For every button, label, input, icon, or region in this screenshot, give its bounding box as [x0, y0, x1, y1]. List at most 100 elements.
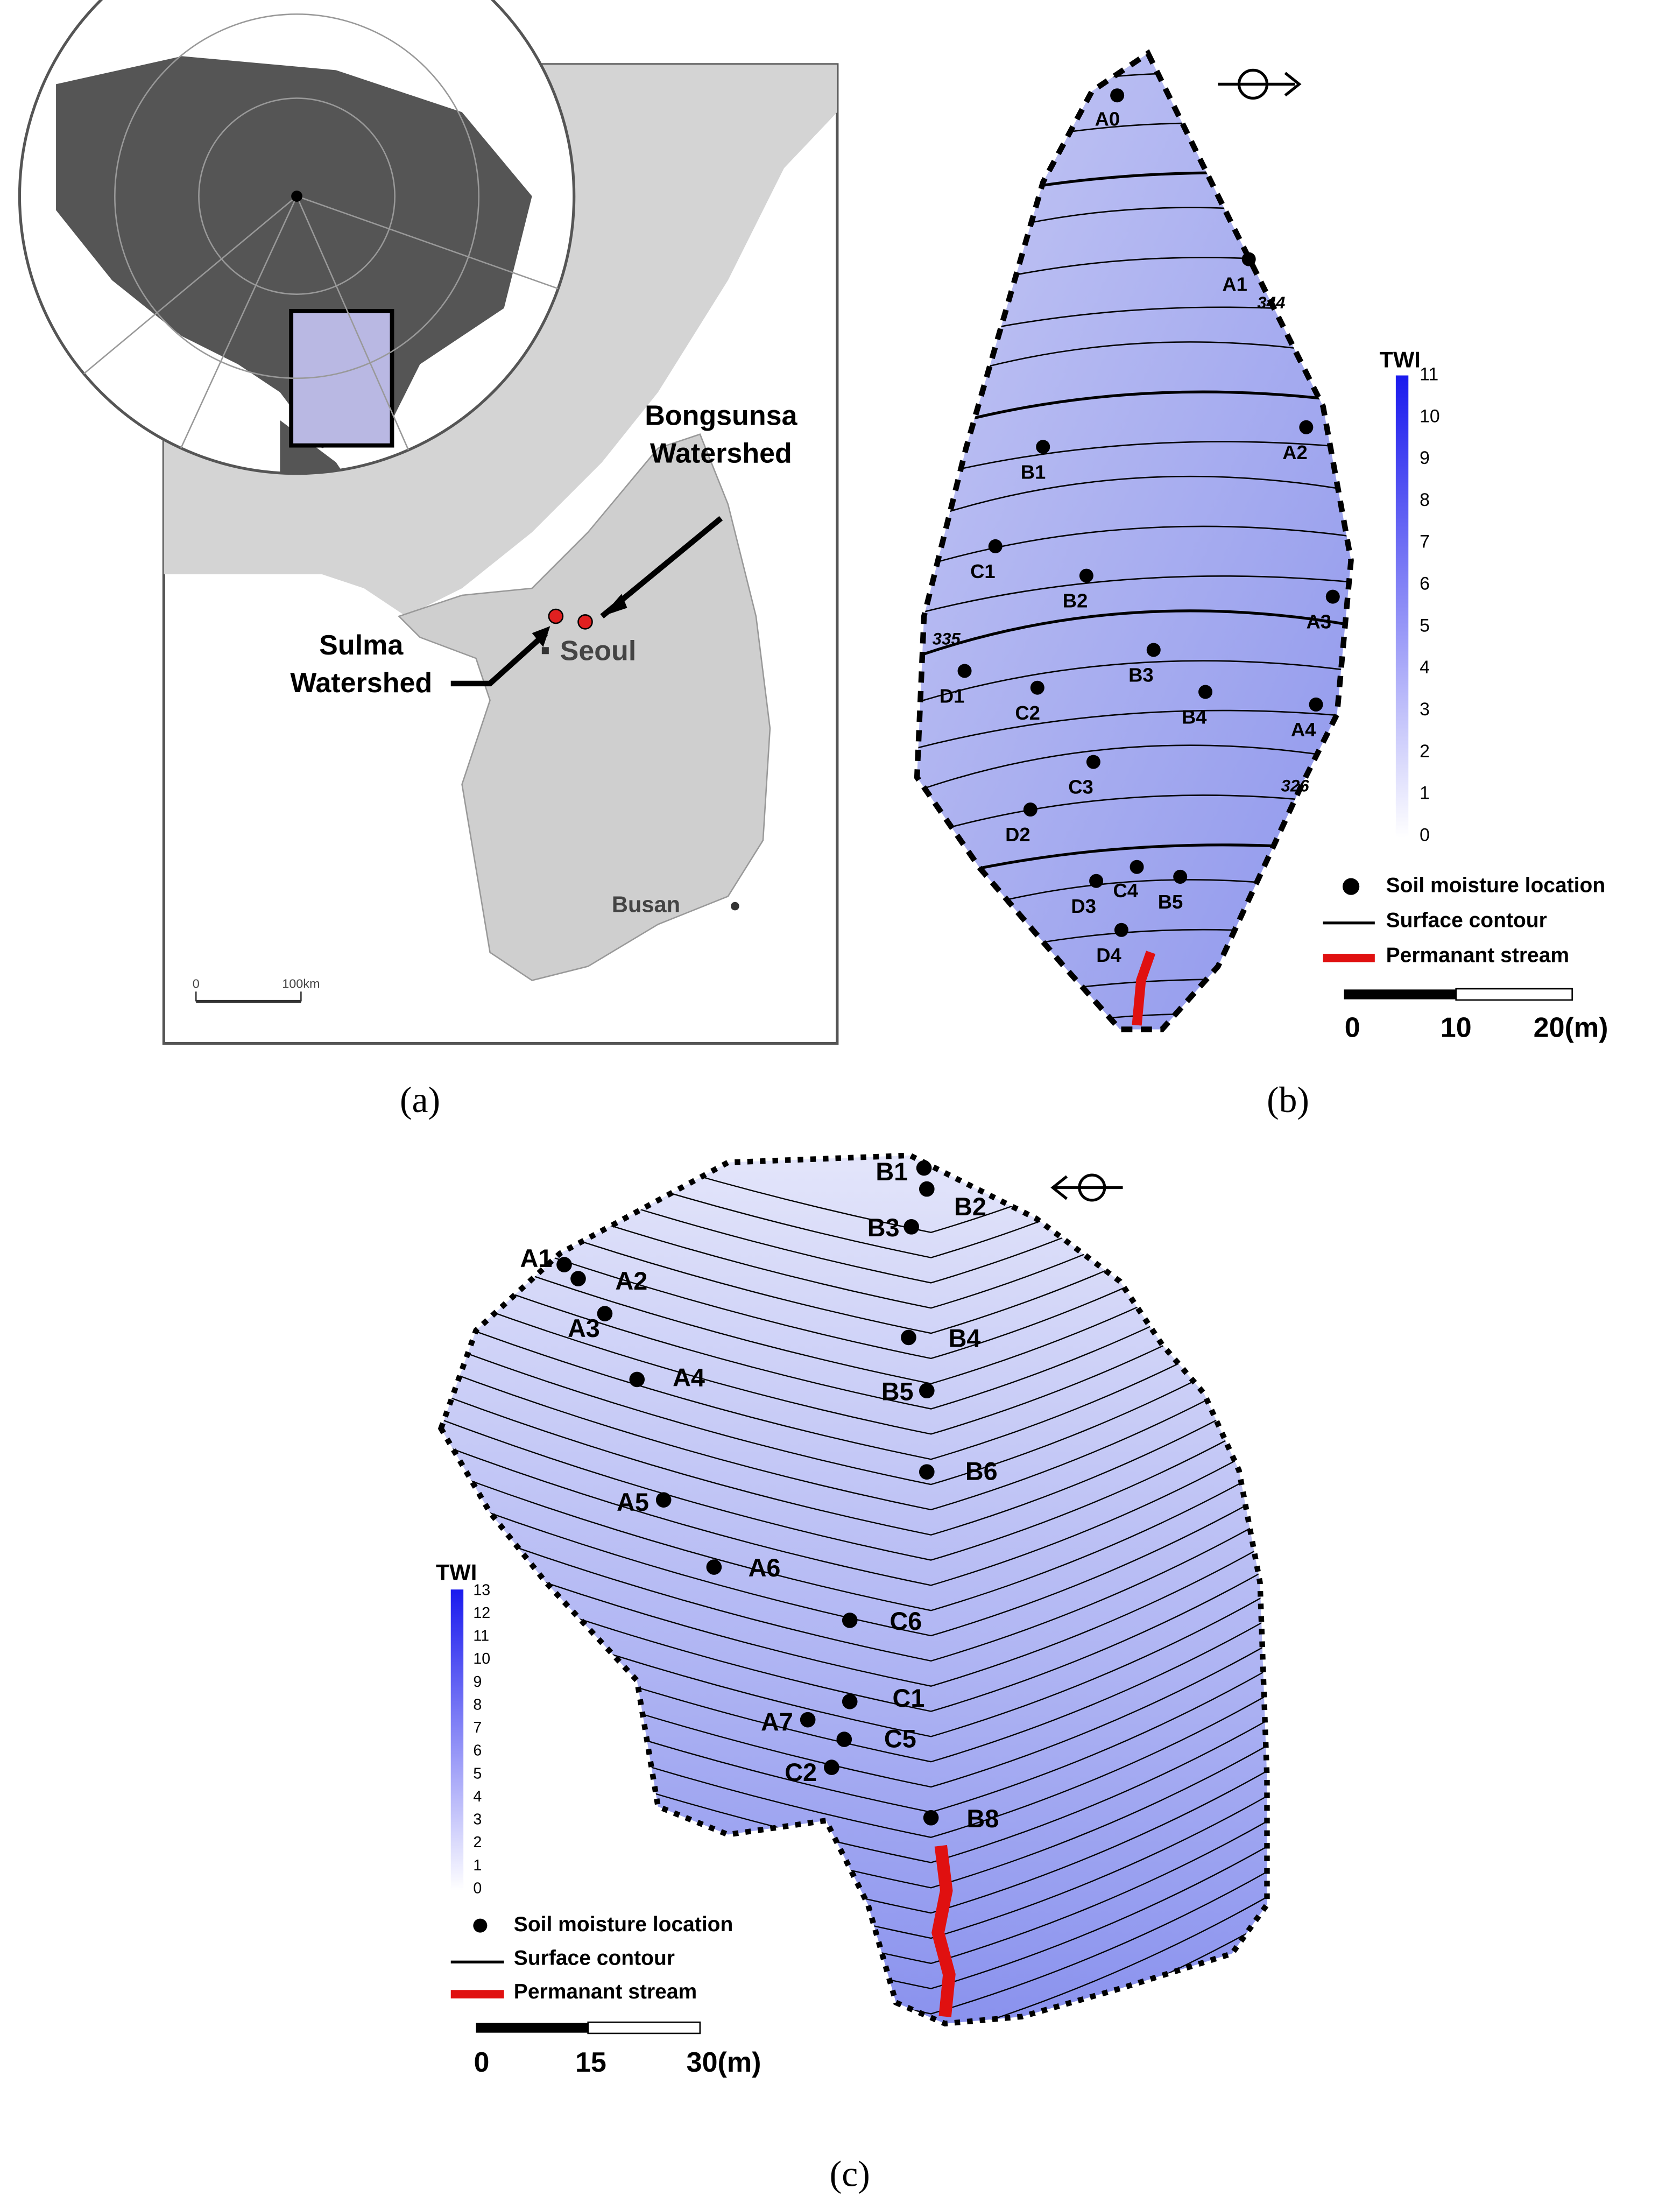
- contour: [441, 1506, 1267, 1662]
- contour: [441, 1481, 1267, 1637]
- soil-moisture-point: [1309, 697, 1323, 712]
- soil-moisture-point: [901, 1329, 916, 1346]
- twi-colorbar: [450, 1589, 464, 1891]
- soil-moisture-point: [919, 1383, 935, 1399]
- scale-label: 15: [575, 2047, 606, 2078]
- soil-moisture-point: [923, 1810, 939, 1826]
- point-label: C1: [893, 1684, 925, 1712]
- soil-moisture-point: [1299, 420, 1314, 434]
- stream: [931, 1845, 956, 2017]
- point-label: B1: [876, 1158, 908, 1186]
- place-label: Sulma: [319, 630, 404, 661]
- point-label: C2: [1015, 702, 1040, 724]
- contour: [441, 1304, 1267, 1460]
- point-label: C4: [1113, 879, 1138, 902]
- soil-moisture-point: [1198, 685, 1213, 699]
- colorbar-tick: 13: [473, 1581, 490, 1599]
- point-label: B8: [966, 1805, 999, 1833]
- soil-moisture-point: [1079, 568, 1093, 583]
- colorbar-tick: 10: [473, 1650, 490, 1667]
- soil-moisture-point: [1146, 643, 1161, 657]
- soil-moisture-point: [629, 1371, 645, 1388]
- soil-moisture-point: [957, 664, 972, 678]
- caption: (b): [1267, 1080, 1309, 1120]
- watershed: [917, 53, 1351, 1030]
- contour: [441, 1431, 1267, 1586]
- soil-moisture-point: [1036, 440, 1050, 454]
- point-label: A3: [1306, 611, 1331, 633]
- contour: [441, 1380, 1267, 1536]
- place-label: Watershed: [290, 667, 432, 699]
- point-label: A3: [568, 1314, 600, 1342]
- colorbar-tick: 12: [473, 1604, 490, 1622]
- point-label: B3: [867, 1214, 900, 1242]
- soil-moisture-point: [570, 1271, 586, 1286]
- point-label: B5: [881, 1377, 914, 1405]
- point-label: B2: [1063, 590, 1088, 612]
- point-label: D1: [940, 685, 965, 707]
- point-label: A4: [673, 1363, 705, 1391]
- scale-label: 0: [1345, 1012, 1360, 1043]
- contour: [917, 609, 1351, 665]
- caption: (a): [400, 1080, 440, 1120]
- colorbar-tick: 4: [1420, 657, 1430, 678]
- soil-moisture-point: [1130, 860, 1144, 874]
- point-label: A0: [1095, 108, 1120, 130]
- contour: [441, 1405, 1267, 1561]
- point-label: C2: [785, 1758, 817, 1786]
- point-label: D3: [1071, 895, 1096, 917]
- soil-moisture-point: [824, 1759, 839, 1775]
- point-label: B4: [1182, 706, 1207, 728]
- contour: [917, 744, 1351, 799]
- soil-moisture-point: [655, 1492, 672, 1508]
- watershed: [441, 1155, 1267, 2024]
- contour: [917, 475, 1351, 530]
- colorbar-tick: 4: [473, 1788, 482, 1805]
- scale-label: 20(m): [1534, 1012, 1608, 1043]
- legend-label: Surface contour: [514, 1946, 675, 1969]
- colorbar-tick: 7: [473, 1719, 482, 1736]
- soil-moisture-point: [919, 1181, 935, 1197]
- colorbar-tick: 0: [1420, 825, 1430, 845]
- place-label: Busan: [612, 892, 680, 917]
- colorbar-tick: 10: [1420, 406, 1440, 426]
- colorbar-title: TWI: [1380, 347, 1421, 372]
- place-label: Watershed: [650, 438, 792, 469]
- contour: [441, 1355, 1267, 1511]
- contour-label: 326: [1281, 777, 1309, 796]
- legend-label: Surface contour: [1386, 909, 1547, 932]
- landmass: [56, 56, 532, 448]
- point-label: D4: [1096, 944, 1121, 966]
- colorbar-tick: 5: [473, 1765, 482, 1782]
- colorbar-tick: 6: [473, 1742, 482, 1759]
- point-label: A1: [1222, 273, 1247, 295]
- point-label: A5: [617, 1488, 649, 1516]
- panel-c: [437, 1152, 1270, 2035]
- point-label: C1: [970, 560, 996, 582]
- point-label: B3: [1128, 664, 1154, 686]
- twi-colorbar: [1395, 375, 1409, 838]
- soil-moisture-point: [842, 1613, 858, 1628]
- soil-moisture-point: [1086, 755, 1100, 769]
- point-label: A2: [615, 1267, 647, 1295]
- point-label: B2: [954, 1193, 986, 1221]
- soil-moisture-point: [916, 1160, 932, 1176]
- contour: [917, 525, 1351, 575]
- watershed-boundary: [437, 1152, 1270, 2026]
- landmass: [280, 420, 364, 474]
- scale-label: 10: [1441, 1012, 1472, 1043]
- point-label: B4: [949, 1324, 981, 1352]
- colorbar-tick: 3: [1420, 699, 1430, 720]
- colorbar-tick: 1: [1420, 783, 1430, 804]
- colorbar-tick: 8: [473, 1696, 482, 1713]
- legend-label: Permanant stream: [514, 1980, 697, 2003]
- point-label: C3: [1068, 776, 1093, 798]
- soil-moisture-point: [842, 1694, 858, 1709]
- legend-dot: [473, 1918, 488, 1933]
- soil-moisture-point: [1173, 869, 1188, 884]
- place-label: Seoul: [560, 635, 637, 666]
- soil-moisture-point: [800, 1712, 816, 1728]
- colorbar-tick: 2: [473, 1834, 482, 1851]
- legend-label: Permanant stream: [1386, 944, 1569, 967]
